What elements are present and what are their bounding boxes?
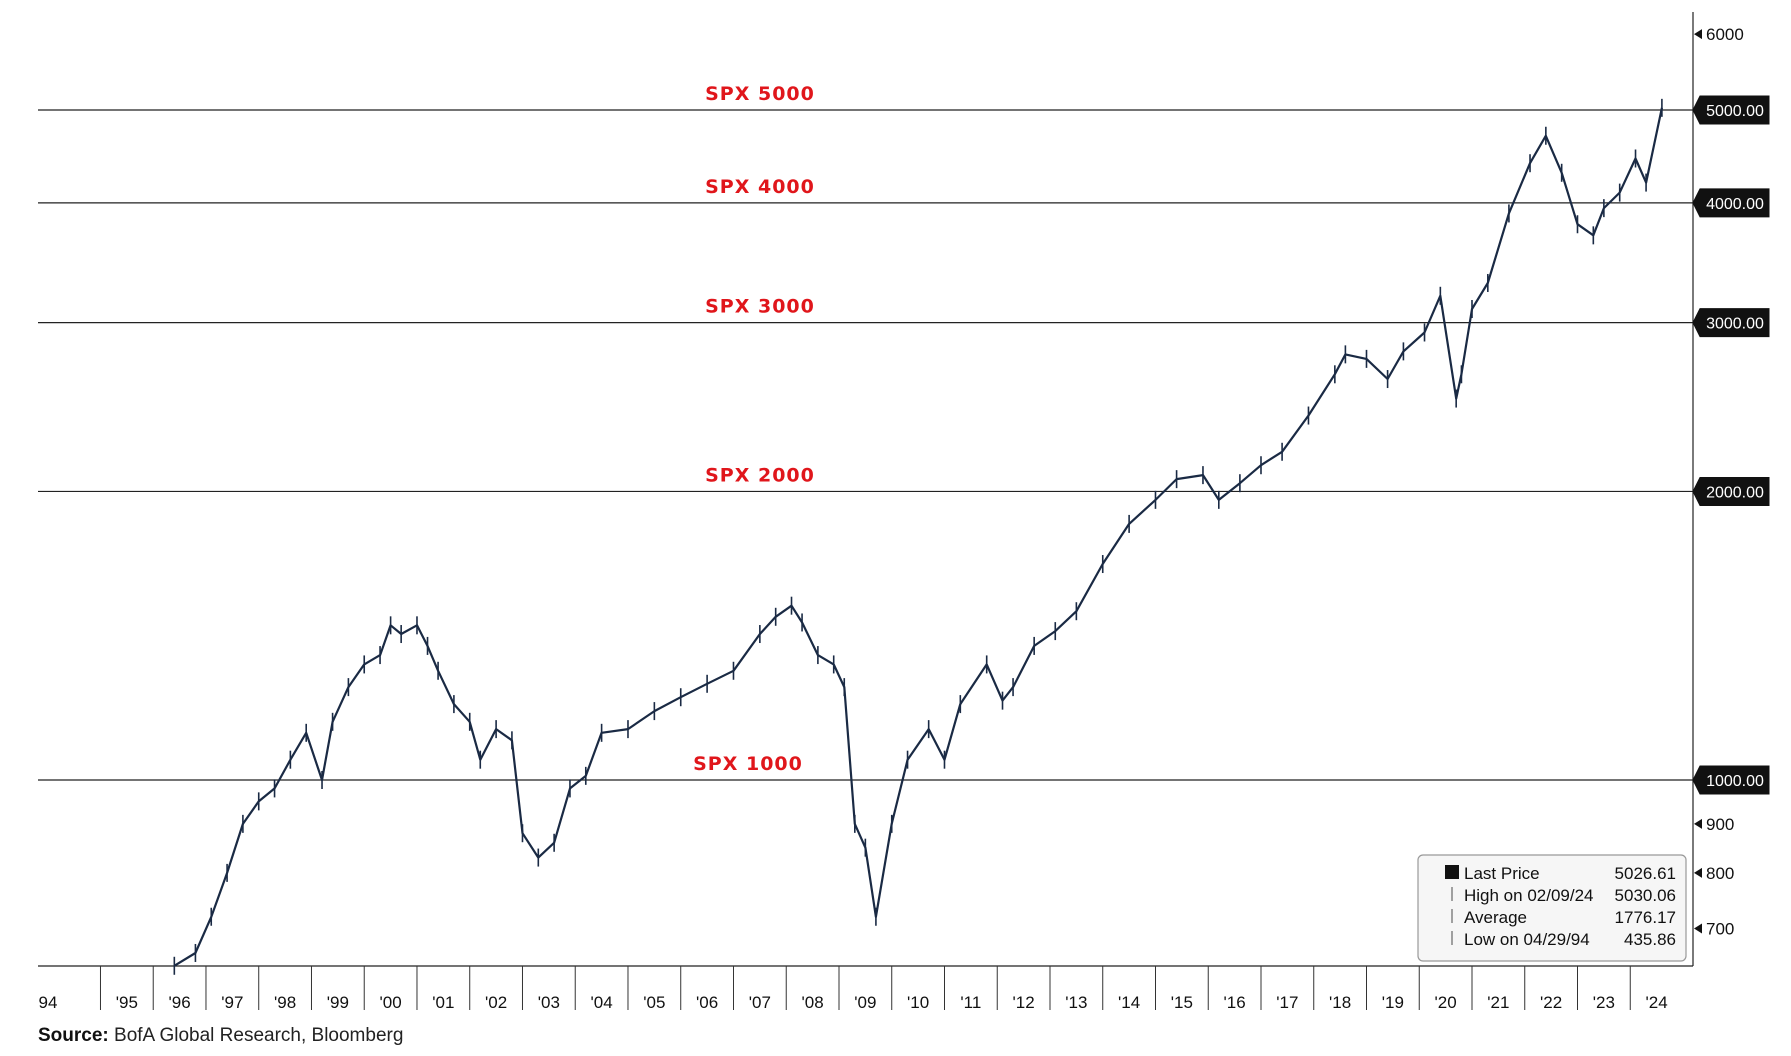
x-tick-label: '03 [538, 993, 560, 1012]
y-minor-tick [1694, 923, 1702, 934]
y-minor-tick [1694, 29, 1702, 40]
legend-marker-square [1445, 865, 1459, 879]
x-tick-label: '02 [485, 993, 507, 1012]
x-tick-label: '16 [1224, 993, 1246, 1012]
x-tick-label: '12 [1013, 993, 1035, 1012]
y-tick-label: 6000 [1706, 25, 1744, 44]
x-tick-label: '99 [327, 993, 349, 1012]
y-minor-tick [1694, 867, 1702, 878]
x-tick-label: '00 [380, 993, 402, 1012]
y-tick-badge [1692, 476, 1770, 506]
legend-label: Average [1464, 908, 1527, 927]
legend-value: 1776.17 [1615, 908, 1676, 927]
x-tick-label: '11 [960, 993, 981, 1012]
y-tick-label: 1000.00 [1706, 773, 1764, 790]
x-tick-label: '98 [274, 993, 296, 1012]
reference-line-label: SPX 4000 [705, 176, 815, 198]
legend-label: Last Price [1464, 864, 1540, 883]
x-tick-label: '97 [221, 993, 243, 1012]
x-tick-label: '23 [1593, 993, 1615, 1012]
legend-value: 5030.06 [1615, 886, 1676, 905]
y-tick-label: 900 [1706, 815, 1734, 834]
x-tick-label: '08 [802, 993, 824, 1012]
legend-box [1417, 854, 1687, 962]
x-tick-label: '04 [591, 993, 613, 1012]
y-minor-tick [1694, 818, 1702, 829]
x-tick-label: '14 [1118, 993, 1140, 1012]
y-tick-label: 800 [1706, 864, 1734, 883]
reference-line-label: SPX 5000 [705, 83, 815, 105]
series-line-last-price [173, 107, 1663, 967]
y-tick-badge [1692, 308, 1770, 338]
x-tick-label: '13 [1065, 993, 1087, 1012]
legend-label: Low on 04/29/94 [1464, 930, 1590, 949]
x-tick-label: '17 [1276, 993, 1298, 1012]
y-tick-label: 3000.00 [1706, 316, 1764, 333]
x-tick-label: '19 [1382, 993, 1404, 1012]
reference-line-label: SPX 2000 [705, 464, 815, 486]
y-tick-label: 2000.00 [1706, 484, 1764, 501]
y-tick-badge [1692, 765, 1770, 795]
y-tick-label: 4000.00 [1706, 196, 1764, 213]
source-text: BofA Global Research, Bloomberg [114, 1025, 404, 1046]
reference-line-label: SPX 1000 [693, 753, 803, 775]
y-tick-badge [1692, 188, 1770, 218]
x-tick-label: '06 [696, 993, 718, 1012]
x-tick-label: 94 [39, 993, 58, 1012]
x-tick-label: '20 [1435, 993, 1457, 1012]
x-tick-label: '15 [1171, 993, 1193, 1012]
reference-line-label: SPX 3000 [705, 296, 815, 318]
x-tick-label: '18 [1329, 993, 1351, 1012]
y-tick-label: 5000.00 [1706, 103, 1764, 120]
legend-label: High on 02/09/24 [1464, 886, 1594, 905]
x-tick-label: '95 [116, 993, 138, 1012]
x-tick-label: '21 [1487, 993, 1509, 1012]
x-tick-label: '96 [169, 993, 191, 1012]
x-tick-label: '24 [1646, 993, 1668, 1012]
legend-value: 435.86 [1624, 930, 1676, 949]
y-tick-badge [1692, 95, 1770, 125]
y-tick-label: 700 [1706, 919, 1734, 938]
x-tick-label: '01 [432, 993, 454, 1012]
source-note: Source: BofA Global Research, Bloomberg [38, 1025, 403, 1047]
x-tick-label: '07 [749, 993, 771, 1012]
x-tick-label: '22 [1540, 993, 1562, 1012]
x-tick-label: '05 [643, 993, 665, 1012]
legend-value: 5026.61 [1615, 864, 1676, 883]
x-tick-label: '09 [854, 993, 876, 1012]
source-label: Source: [38, 1025, 109, 1046]
x-tick-label: '10 [907, 993, 929, 1012]
